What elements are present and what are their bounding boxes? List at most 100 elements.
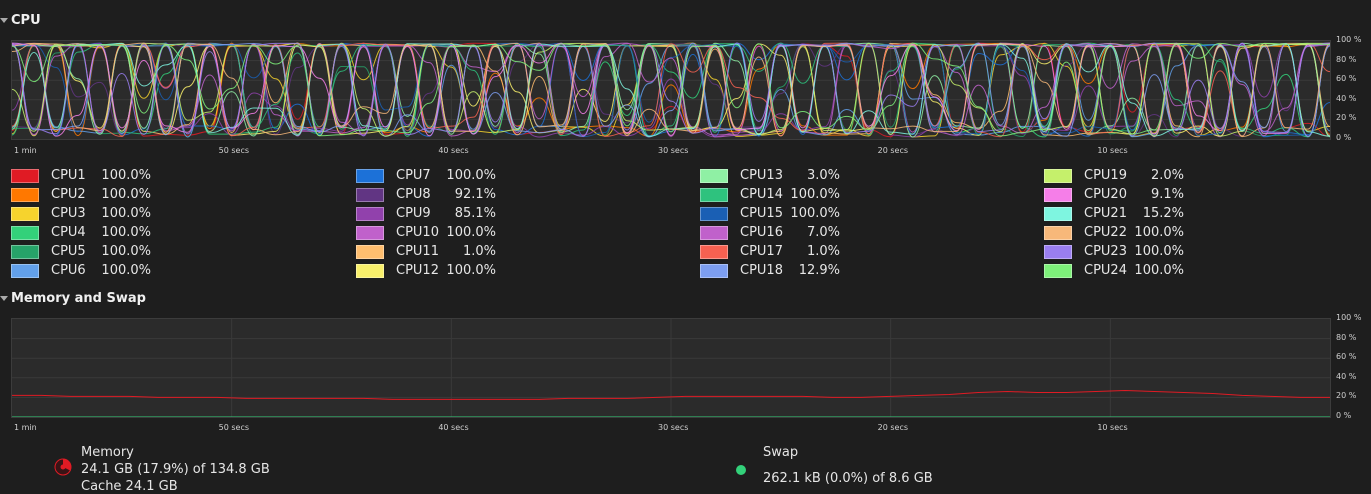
- cpu-usage-value: 100.0%: [101, 225, 151, 240]
- cpu-history-graph: [11, 40, 1331, 140]
- memory-expander-icon[interactable]: [0, 296, 8, 301]
- memory-x-axis-label: 1 min: [14, 423, 37, 432]
- cpu-x-axis-label: 30 secs: [658, 146, 689, 155]
- cpu-name: CPU12: [396, 263, 439, 278]
- cpu-legend-item-cpu19: CPU19 2.0%: [1044, 166, 1184, 185]
- memory-y-axis-label: 40 %: [1336, 371, 1357, 381]
- cpu-legend-item-cpu17: CPU17 1.0%: [700, 242, 840, 261]
- cpu-color-swatch[interactable]: [356, 168, 384, 183]
- memory-x-axis-label: 20 secs: [877, 423, 909, 432]
- cpu-legend-item-cpu24: CPU24 100.0%: [1044, 261, 1184, 280]
- cpu-name: CPU7: [396, 168, 431, 183]
- cpu-name: CPU8: [396, 187, 431, 202]
- cpu-legend-item-cpu13: CPU13 3.0%: [700, 166, 840, 185]
- cpu-x-axis-label: 20 secs: [877, 146, 909, 155]
- cpu-color-swatch[interactable]: [1044, 263, 1072, 278]
- cpu-y-axis-label: 80 %: [1336, 54, 1357, 64]
- cpu-color-swatch[interactable]: [1044, 187, 1072, 202]
- cpu-legend-item-cpu2: CPU2 100.0%: [11, 185, 151, 204]
- cpu-usage-value: 12.9%: [798, 263, 840, 278]
- cpu-color-swatch[interactable]: [356, 206, 384, 221]
- swap-pie-icon[interactable]: [734, 463, 748, 477]
- cpu-y-axis-label: 0 %: [1336, 133, 1352, 142]
- cpu-color-swatch[interactable]: [1044, 244, 1072, 259]
- cpu-name: CPU5: [51, 244, 86, 259]
- cpu-name: CPU2: [51, 187, 86, 202]
- cpu-name: CPU6: [51, 263, 86, 278]
- cpu-name: CPU14: [740, 187, 783, 202]
- cpu-color-swatch[interactable]: [700, 187, 728, 202]
- cpu-name: CPU24: [1084, 263, 1127, 278]
- cpu-legend-item-cpu21: CPU21 15.2%: [1044, 204, 1184, 223]
- cpu-legend-item-cpu23: CPU23 100.0%: [1044, 242, 1184, 261]
- cpu-color-swatch[interactable]: [700, 244, 728, 259]
- cpu-color-swatch[interactable]: [1044, 168, 1072, 183]
- cpu-y-axis-label: 100 %: [1336, 35, 1362, 44]
- memory-x-axis-label: 40 secs: [438, 423, 469, 432]
- cpu-name: CPU23: [1084, 244, 1127, 259]
- cpu-x-axis-label: 50 secs: [218, 146, 250, 155]
- cpu-name: CPU17: [740, 244, 783, 259]
- cpu-color-swatch[interactable]: [11, 187, 39, 202]
- cpu-usage-value: 15.2%: [1142, 206, 1184, 221]
- cpu-name: CPU9: [396, 206, 431, 221]
- cpu-usage-value: 100.0%: [101, 263, 151, 278]
- cpu-section-title: CPU: [11, 13, 41, 28]
- memory-x-axis-label: 50 secs: [218, 423, 250, 432]
- cpu-name: CPU21: [1084, 206, 1127, 221]
- cpu-color-swatch[interactable]: [11, 225, 39, 240]
- cpu-name: CPU19: [1084, 168, 1127, 183]
- cpu-color-swatch[interactable]: [356, 244, 384, 259]
- cpu-usage-value: 7.0%: [806, 225, 840, 240]
- cpu-y-axis-label: 40 %: [1336, 93, 1357, 103]
- cpu-color-swatch[interactable]: [700, 263, 728, 278]
- cpu-usage-value: 2.0%: [1150, 168, 1184, 183]
- cpu-name: CPU20: [1084, 187, 1127, 202]
- cpu-y-axis-label: 20 %: [1336, 113, 1357, 123]
- cpu-usage-value: 100.0%: [446, 168, 496, 183]
- cpu-color-swatch[interactable]: [1044, 206, 1072, 221]
- cpu-usage-value: 85.1%: [454, 206, 496, 221]
- cpu-usage-value: 100.0%: [1134, 225, 1184, 240]
- cpu-legend-item-cpu20: CPU20 9.1%: [1044, 185, 1184, 204]
- cpu-color-swatch[interactable]: [11, 168, 39, 183]
- cpu-legend-item-cpu8: CPU8 92.1%: [356, 185, 496, 204]
- cpu-name: CPU3: [51, 206, 86, 221]
- cpu-color-swatch[interactable]: [356, 187, 384, 202]
- cpu-usage-value: 100.0%: [101, 206, 151, 221]
- cpu-expander-icon[interactable]: [0, 18, 8, 23]
- memory-y-axis-label: 100 %: [1336, 313, 1362, 322]
- cpu-usage-value: 9.1%: [1150, 187, 1184, 202]
- cpu-trace-cpu13: [12, 42, 1330, 138]
- cpu-color-swatch[interactable]: [356, 225, 384, 240]
- memory-usage: 24.1 GB (17.9%) of 134.8 GB: [81, 462, 270, 477]
- cpu-color-swatch[interactable]: [356, 263, 384, 278]
- memory-label: Memory: [81, 445, 134, 460]
- cpu-name: CPU10: [396, 225, 439, 240]
- cpu-usage-value: 100.0%: [1134, 244, 1184, 259]
- memory-y-axis-label: 0 %: [1336, 411, 1352, 420]
- cpu-legend-item-cpu16: CPU16 7.0%: [700, 223, 840, 242]
- cpu-color-swatch[interactable]: [11, 244, 39, 259]
- cpu-color-swatch[interactable]: [11, 206, 39, 221]
- cpu-name: CPU22: [1084, 225, 1127, 240]
- cpu-legend-item-cpu18: CPU18 12.9%: [700, 261, 840, 280]
- cpu-name: CPU4: [51, 225, 86, 240]
- cpu-legend-item-cpu10: CPU10 100.0%: [356, 223, 496, 242]
- cpu-usage-value: 1.0%: [806, 244, 840, 259]
- cpu-color-swatch[interactable]: [11, 263, 39, 278]
- cpu-color-swatch[interactable]: [700, 168, 728, 183]
- cpu-usage-value: 100.0%: [790, 187, 840, 202]
- cpu-color-swatch[interactable]: [700, 206, 728, 221]
- cpu-color-swatch[interactable]: [1044, 225, 1072, 240]
- memory-pie-icon[interactable]: [52, 456, 74, 478]
- cpu-trace-cpu16: [12, 42, 1330, 137]
- memory-y-axis-label: 20 %: [1336, 391, 1357, 401]
- cpu-legend-item-cpu7: CPU7 100.0%: [356, 166, 496, 185]
- cpu-legend-item-cpu15: CPU15 100.0%: [700, 204, 840, 223]
- cpu-name: CPU13: [740, 168, 783, 183]
- cpu-name: CPU15: [740, 206, 783, 221]
- cpu-color-swatch[interactable]: [700, 225, 728, 240]
- cpu-history-svg: [12, 41, 1330, 139]
- cpu-legend-item-cpu5: CPU5 100.0%: [11, 242, 151, 261]
